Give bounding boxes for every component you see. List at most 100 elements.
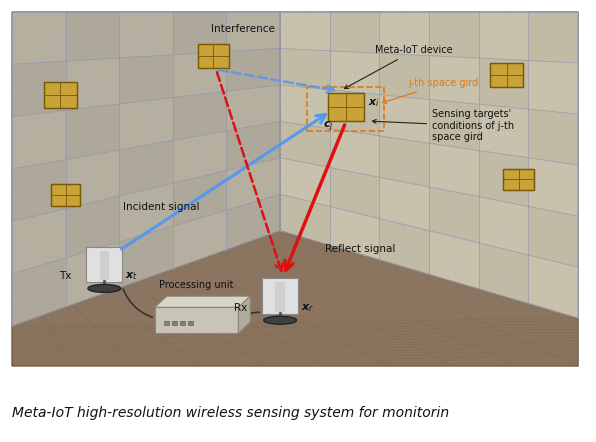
Text: $\boldsymbol{x}_r$: $\boldsymbol{x}_r$ (301, 302, 314, 314)
Polygon shape (119, 226, 173, 288)
Polygon shape (429, 187, 479, 243)
Polygon shape (479, 12, 529, 61)
Text: Tx: Tx (59, 271, 72, 282)
FancyBboxPatch shape (197, 44, 228, 68)
FancyBboxPatch shape (86, 247, 122, 282)
Polygon shape (330, 168, 380, 218)
Polygon shape (226, 48, 280, 91)
Polygon shape (119, 12, 173, 58)
Polygon shape (119, 141, 173, 196)
FancyBboxPatch shape (44, 82, 76, 108)
Polygon shape (479, 58, 529, 109)
Polygon shape (529, 12, 578, 63)
Polygon shape (280, 158, 330, 206)
Polygon shape (380, 12, 429, 56)
FancyBboxPatch shape (180, 321, 185, 325)
Polygon shape (280, 12, 578, 318)
Polygon shape (12, 209, 66, 274)
Polygon shape (66, 196, 119, 258)
Polygon shape (330, 206, 380, 260)
Text: Reflect signal: Reflect signal (325, 244, 395, 254)
Polygon shape (429, 99, 479, 150)
Polygon shape (330, 90, 380, 136)
Polygon shape (12, 160, 66, 221)
Text: $\boldsymbol{x}_i$: $\boldsymbol{x}_i$ (368, 97, 380, 109)
Polygon shape (66, 150, 119, 209)
FancyBboxPatch shape (100, 251, 109, 281)
Polygon shape (119, 183, 173, 242)
Text: $\boldsymbol{x}_t$: $\boldsymbol{x}_t$ (125, 271, 138, 282)
Polygon shape (429, 231, 479, 289)
Polygon shape (66, 12, 119, 61)
Polygon shape (173, 12, 226, 55)
Polygon shape (280, 121, 330, 168)
FancyBboxPatch shape (275, 282, 285, 312)
Polygon shape (529, 255, 578, 318)
Polygon shape (479, 197, 529, 255)
Polygon shape (280, 194, 330, 245)
Polygon shape (529, 61, 578, 114)
Polygon shape (119, 55, 173, 104)
Polygon shape (173, 52, 226, 98)
Polygon shape (12, 110, 66, 169)
Polygon shape (226, 85, 280, 131)
Polygon shape (380, 95, 429, 143)
Polygon shape (280, 85, 330, 129)
Polygon shape (238, 296, 250, 333)
Ellipse shape (263, 316, 297, 324)
Text: Meta-IoT high-resolution wireless sensing system for monitorin: Meta-IoT high-resolution wireless sensin… (12, 406, 449, 420)
Polygon shape (66, 104, 119, 160)
Polygon shape (12, 12, 66, 64)
Polygon shape (12, 231, 578, 366)
Text: Incident signal: Incident signal (123, 202, 199, 212)
FancyBboxPatch shape (164, 321, 169, 325)
Text: Processing unit: Processing unit (160, 280, 234, 290)
FancyBboxPatch shape (490, 63, 523, 87)
FancyBboxPatch shape (188, 321, 193, 325)
Text: $\boldsymbol{c}_j$: $\boldsymbol{c}_j$ (323, 120, 334, 134)
Ellipse shape (88, 285, 120, 293)
Polygon shape (330, 12, 380, 53)
FancyBboxPatch shape (503, 168, 534, 191)
Polygon shape (529, 109, 578, 165)
Text: Interference: Interference (211, 24, 275, 34)
Polygon shape (529, 158, 578, 216)
Polygon shape (380, 218, 429, 274)
Polygon shape (330, 51, 380, 95)
Polygon shape (429, 143, 479, 197)
Polygon shape (173, 171, 226, 226)
Polygon shape (280, 12, 330, 51)
Polygon shape (280, 48, 330, 90)
Text: Meta-IoT device: Meta-IoT device (344, 46, 453, 88)
Polygon shape (380, 177, 429, 231)
FancyBboxPatch shape (172, 321, 176, 325)
Polygon shape (119, 98, 173, 150)
Polygon shape (12, 258, 66, 326)
Text: Rx: Rx (234, 303, 247, 313)
Polygon shape (429, 56, 479, 104)
FancyBboxPatch shape (51, 184, 80, 206)
Polygon shape (173, 210, 226, 269)
Polygon shape (380, 136, 429, 187)
Text: j-th space gird: j-th space gird (383, 78, 479, 103)
Polygon shape (479, 104, 529, 158)
Polygon shape (479, 243, 529, 304)
Polygon shape (173, 131, 226, 183)
Polygon shape (226, 12, 280, 52)
Text: Sensing targets'
conditions of j-th
space gird: Sensing targets' conditions of j-th spac… (372, 109, 514, 142)
Polygon shape (12, 12, 280, 326)
Polygon shape (66, 58, 119, 110)
Polygon shape (12, 61, 66, 117)
Polygon shape (226, 194, 280, 250)
Polygon shape (479, 150, 529, 206)
Polygon shape (330, 129, 380, 177)
Polygon shape (226, 121, 280, 171)
FancyBboxPatch shape (155, 307, 238, 333)
Polygon shape (380, 53, 429, 99)
Polygon shape (155, 296, 250, 307)
FancyBboxPatch shape (328, 93, 364, 121)
Polygon shape (529, 206, 578, 267)
Polygon shape (173, 91, 226, 141)
FancyBboxPatch shape (262, 278, 298, 314)
Polygon shape (66, 242, 119, 307)
